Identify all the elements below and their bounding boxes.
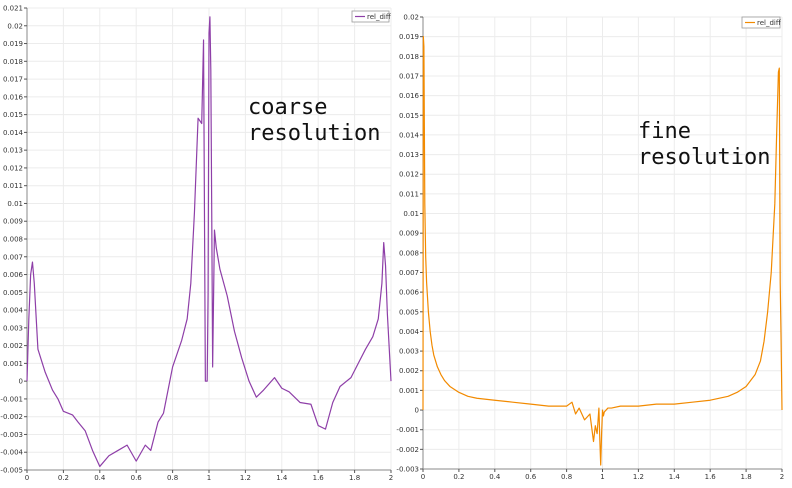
y-tick-label: 0.019 [399, 33, 419, 41]
y-tick-label: -0.002 [396, 446, 419, 454]
y-tick-label: 0.004 [3, 307, 24, 315]
y-tick-label: 0.011 [399, 190, 419, 198]
y-tick-label: 0.001 [3, 360, 23, 368]
y-tick-label: 0.016 [399, 92, 420, 100]
y-tick-label: 0.003 [3, 324, 23, 332]
y-tick-label: 0.021 [3, 5, 23, 13]
y-tick-label: -0.001 [0, 395, 23, 403]
y-tick-label: 0.006 [399, 289, 420, 297]
y-tick-label: 0.004 [399, 328, 420, 336]
x-tick-label: 1.2 [240, 474, 251, 482]
legend-box [741, 16, 781, 29]
y-tick-label: 0 [19, 378, 23, 386]
legend-label: rel_diff [757, 19, 781, 27]
y-tick-label: 0.007 [3, 253, 23, 261]
y-tick-label: 0.01 [7, 200, 23, 208]
y-tick-label: 0.012 [399, 171, 419, 179]
coarse-resolution-panel: -0.005 -0.004 -0.003 -0.002 -0.001 0 0.001 0.00… [0, 5, 393, 483]
y-tick-label: 0.002 [3, 342, 23, 350]
y-tick-label: -0.001 [396, 426, 419, 434]
x-tick-label: 1 [207, 474, 211, 482]
grid [422, 16, 783, 470]
y-tick-label: -0.003 [396, 466, 419, 474]
x-tick-label: 0.6 [131, 474, 143, 482]
legend-box [351, 10, 390, 23]
x-tick-label: 0.8 [167, 474, 178, 482]
y-tick-label: 0.02 [403, 14, 419, 22]
x-tick-label: 1.4 [669, 473, 681, 481]
y-tick-label: 0.018 [3, 58, 23, 66]
y-tick-label: -0.004 [0, 449, 23, 457]
y-tick-label: 0.008 [399, 249, 419, 257]
x-tick-label: 0.4 [489, 473, 501, 481]
y-tick-label: 0 [415, 407, 419, 415]
y-tick-label: 0.005 [399, 308, 419, 316]
y-tick-label: 0.009 [3, 218, 23, 226]
y-tick-label: 0.012 [3, 164, 23, 172]
x-tick-label: 1.8 [741, 473, 752, 481]
x-tick-label: 0.2 [453, 473, 464, 481]
x-tick-label: 1 [600, 473, 604, 481]
y-tick-label: 0.006 [3, 271, 24, 279]
y-tick-label: 0.018 [399, 53, 419, 61]
x-tick-label: 0.4 [94, 474, 106, 482]
y-tick-label: 0.005 [3, 289, 23, 297]
series-line-rel-diff [26, 16, 392, 468]
annotation-line-2: resolution [248, 121, 380, 146]
y-tick-label: 0.002 [399, 367, 419, 375]
annotation-line-2: resolution [638, 145, 770, 170]
x-tick-label: 0 [25, 474, 29, 482]
y-tick-label: 0.016 [3, 93, 24, 101]
y-tick-label: -0.005 [0, 467, 23, 475]
legend: rel_diff [741, 16, 781, 29]
y-tick-label: 0.015 [3, 111, 23, 119]
fine-resolution-panel: -0.003 -0.002 -0.001 0 0.001 0.002 0.003 0.004 0… [396, 14, 784, 482]
x-tick-label: 2 [780, 473, 784, 481]
x-tick-label: 0.6 [525, 473, 537, 481]
x-tick-label: 2 [389, 474, 393, 482]
x-tick-label: 0.2 [58, 474, 69, 482]
y-tick-label: 0.014 [3, 129, 24, 137]
series-line-rel-diff [422, 36, 783, 466]
y-tick-label: 0.001 [399, 387, 419, 395]
y-tick-label: 0.02 [7, 22, 23, 30]
x-tick-label: 0.8 [561, 473, 572, 481]
legend: rel_diff [351, 10, 391, 23]
y-tick-label: 0.013 [3, 147, 23, 155]
y-tick-label: 0.017 [3, 76, 23, 84]
y-tick-label: 0.007 [399, 269, 419, 277]
y-tick-label: 0.017 [399, 72, 419, 80]
y-tick-label: -0.002 [0, 413, 23, 421]
y-tick-label: 0.015 [399, 112, 419, 120]
y-tick-label: 0.01 [403, 210, 419, 218]
x-tick-label: 1.6 [313, 474, 325, 482]
y-tick-label: 0.009 [399, 230, 419, 238]
x-tick-label: 1.6 [705, 473, 717, 481]
annotation-line-1: fine [638, 119, 691, 144]
y-tick-label: 0.013 [399, 151, 419, 159]
x-tick-label: 1.2 [633, 473, 644, 481]
x-tick-label: 1.4 [276, 474, 288, 482]
y-tick-label: 0.014 [399, 131, 420, 139]
y-tick-label: 0.008 [3, 236, 23, 244]
y-tick-label: -0.003 [0, 431, 23, 439]
y-tick-label: 0.003 [399, 348, 419, 356]
x-tick-label: 1.8 [349, 474, 360, 482]
y-tick-label: 0.019 [3, 40, 23, 48]
y-tick-label: 0.011 [3, 182, 23, 190]
legend-label: rel_diff [367, 13, 391, 21]
annotation-line-1: coarse [248, 95, 327, 120]
x-tick-label: 0 [421, 473, 425, 481]
